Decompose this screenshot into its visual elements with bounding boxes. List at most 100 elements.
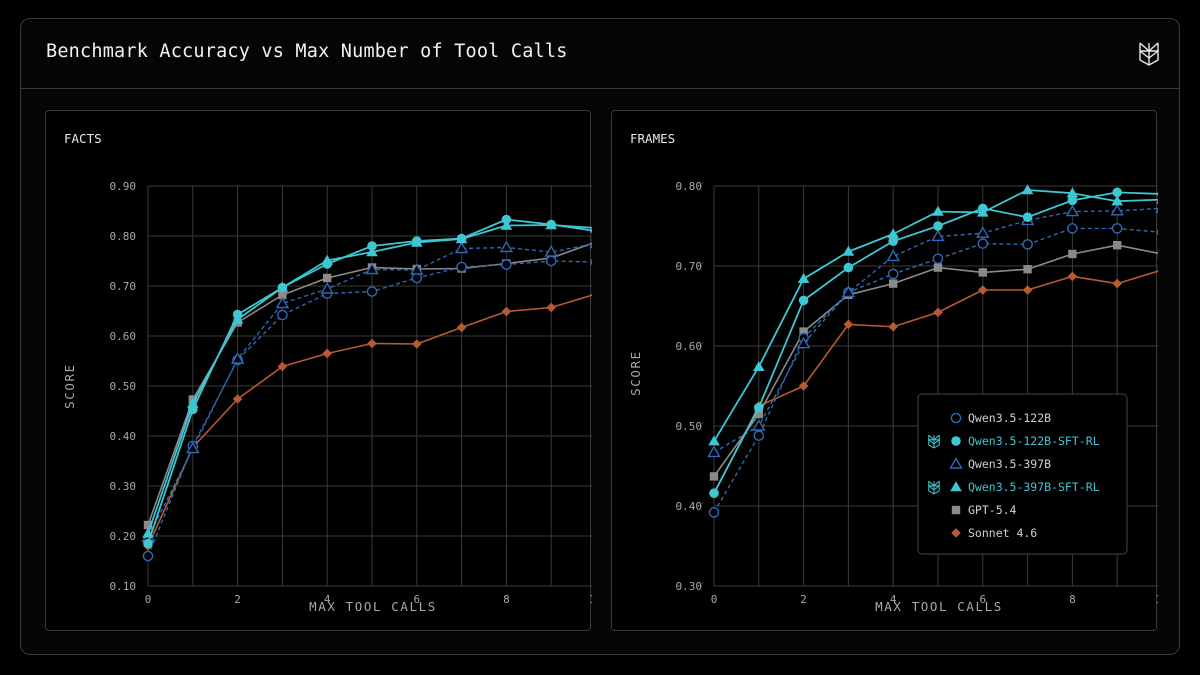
brand-logo-icon xyxy=(928,480,940,495)
frames-data-point-qwen3-5-397b xyxy=(841,285,856,298)
frames-data-point-sonnet-4-6 xyxy=(798,381,809,391)
legend-label: Qwen3.5-397B xyxy=(968,457,1051,471)
facts-data-point-qwen3-5-397b-sft-rl xyxy=(231,313,244,324)
facts-y-tick-label: 0.20 xyxy=(110,530,137,543)
facts-data-point-sonnet-4-6 xyxy=(456,322,467,333)
facts-data-point-qwen3-5-122b xyxy=(545,255,557,267)
facts-data-point-qwen3-5-122b xyxy=(456,261,467,273)
frames-data-point-qwen3-5-397b xyxy=(796,336,811,349)
frames-data-point-sonnet-4-6 xyxy=(1157,265,1167,275)
facts-data-point-qwen3-5-122b xyxy=(277,309,288,321)
frames-y-tick-label: 0.50 xyxy=(676,420,703,433)
facts-data-point-qwen3-5-397b-sft-rl xyxy=(187,397,199,408)
frames-data-point-qwen3-5-122b xyxy=(977,238,989,249)
frames-y-tick-label: 0.70 xyxy=(676,260,703,273)
facts-x-tick-label: 2 xyxy=(234,593,241,606)
facts-data-point-qwen3-5-122b xyxy=(590,256,602,268)
frames-data-point-qwen3-5-397b-sft-rl xyxy=(753,361,765,371)
frames-data-point-qwen3-5-397b-sft-rl xyxy=(708,435,720,446)
facts-y-axis-label: SCORE xyxy=(62,363,77,409)
facts-data-point-gpt-5-4 xyxy=(143,520,153,530)
facts-data-point-qwen3-5-122b-sft-rl xyxy=(501,214,512,225)
frames-data-point-qwen3-5-122b-sft-rl xyxy=(709,488,719,499)
chart-legend: Qwen3.5-122B Qwen3.5-122B-SFT-RL Qwen3.5-3… xyxy=(917,393,1128,555)
facts-y-tick-label: 0.40 xyxy=(110,430,137,443)
legend-label: GPT-5.4 xyxy=(968,503,1017,517)
facts-y-tick-label: 0.60 xyxy=(110,330,137,343)
frames-data-point-qwen3-5-397b xyxy=(707,445,721,458)
facts-data-point-sonnet-4-6 xyxy=(367,338,377,349)
facts-x-tick-label: 8 xyxy=(503,593,510,606)
frames-data-point-qwen3-5-397b-sft-rl xyxy=(932,205,944,216)
frames-data-point-qwen3-5-122b-sft-rl xyxy=(1022,212,1033,222)
frames-data-point-qwen3-5-122b-sft-rl xyxy=(754,402,764,413)
facts-chart: 0.10 0.20 0.30 0.40 0.50 0.60 0.70 0.80 0.90 0 2 4 6… xyxy=(62,180,603,614)
frames-data-point-qwen3-5-122b xyxy=(1156,227,1168,238)
legend-item-qwen3-5-122b: Qwen3.5-122B xyxy=(950,411,1051,425)
facts-y-tick-label: 0.30 xyxy=(110,480,137,493)
facts-data-point-qwen3-5-122b xyxy=(366,286,378,297)
frames-y-axis-label: SCORE xyxy=(628,350,643,396)
facts-data-point-sonnet-4-6 xyxy=(501,306,512,317)
frames-data-point-qwen3-5-122b xyxy=(932,253,944,265)
frames-chart-title: FRAMES xyxy=(630,131,676,146)
legend-label: Qwen3.5-122B xyxy=(968,411,1051,425)
facts-x-tick-label: 4 xyxy=(324,593,331,606)
facts-data-point-qwen3-5-397b xyxy=(186,441,200,454)
facts-data-point-sonnet-4-6 xyxy=(232,394,243,404)
legend-item-qwen3-5-122b-sft-rl: Qwen3.5-122B-SFT-RL xyxy=(928,434,1100,449)
facts-data-point-sonnet-4-6 xyxy=(591,289,601,299)
facts-data-point-qwen3-5-397b-sft-rl xyxy=(276,281,289,292)
legend-marker-qwen3-5-122b-sft-rl xyxy=(951,436,961,446)
facts-series-qwen3-5-122b xyxy=(142,255,602,562)
frames-data-point-gpt-5-4 xyxy=(933,263,943,272)
frames-data-point-sonnet-4-6 xyxy=(843,319,854,330)
facts-data-point-qwen3-5-122b xyxy=(411,272,423,284)
frames-x-tick-label: 8 xyxy=(1069,593,1076,606)
frames-data-point-gpt-5-4 xyxy=(754,409,763,419)
facts-data-point-qwen3-5-397b xyxy=(454,241,469,254)
facts-panel: FACTS 0.10 0.20 0.30 0.40 0.50 0.60 0.70 0.80 0.… xyxy=(45,110,603,631)
frames-data-point-qwen3-5-397b xyxy=(931,229,945,242)
facts-data-point-sonnet-4-6 xyxy=(546,302,556,313)
facts-series-line-qwen3-5-122b xyxy=(147,260,597,557)
frames-data-point-qwen3-5-397b-sft-rl xyxy=(887,228,899,239)
legend-label: Sonnet 4.6 xyxy=(968,526,1037,540)
frames-data-point-qwen3-5-122b xyxy=(1022,239,1033,250)
facts-data-point-qwen3-5-122b-sft-rl xyxy=(367,241,377,251)
facts-data-point-qwen3-5-397b xyxy=(275,296,290,309)
frames-data-point-qwen3-5-397b-sft-rl xyxy=(797,273,810,283)
frames-panel: FRAMES 0.30 0.40 0.50 0.60 0.70 0.80 0 2 4 6 8 10 M… xyxy=(611,110,1169,631)
frames-data-point-gpt-5-4 xyxy=(1068,249,1077,259)
frames-data-point-qwen3-5-397b xyxy=(976,226,990,238)
facts-y-tick-label: 0.10 xyxy=(110,580,137,593)
legend-item-gpt-5-4: GPT-5.4 xyxy=(951,503,1017,517)
frames-data-point-qwen3-5-122b-sft-rl xyxy=(1067,195,1078,206)
frames-y-tick-label: 0.30 xyxy=(676,580,703,593)
facts-x-tick-label: 10 xyxy=(589,593,592,606)
frames-data-point-gpt-5-4 xyxy=(1023,265,1032,274)
frames-data-point-qwen3-5-397b-sft-rl xyxy=(1066,187,1079,198)
frames-x-tick-label: 2 xyxy=(800,593,807,606)
facts-series-qwen3-5-397b-sft-rl xyxy=(142,219,602,538)
frames-data-point-gpt-5-4 xyxy=(799,327,808,336)
facts-data-point-qwen3-5-397b xyxy=(544,245,558,257)
frames-data-point-qwen3-5-397b-sft-rl xyxy=(1111,195,1123,206)
facts-data-point-qwen3-5-397b xyxy=(365,262,379,275)
frames-data-point-sonnet-4-6 xyxy=(1067,271,1078,282)
facts-series-qwen3-5-122b-sft-rl xyxy=(143,214,601,549)
facts-data-point-qwen3-5-122b xyxy=(142,550,154,562)
legend-marker-gpt-5-4 xyxy=(951,505,961,515)
facts-data-point-qwen3-5-397b-sft-rl xyxy=(500,219,513,230)
frames-data-point-qwen3-5-122b-sft-rl xyxy=(933,221,943,231)
facts-series-line-gpt-5-4 xyxy=(147,241,597,526)
facts-x-tick-label: 6 xyxy=(413,593,420,606)
facts-y-tick-label: 0.50 xyxy=(110,380,137,393)
frames-data-point-qwen3-5-122b-sft-rl xyxy=(1112,187,1122,198)
frames-chart: 0.30 0.40 0.50 0.60 0.70 0.80 0 2 4 6 8 10 MAX TOOL… xyxy=(628,180,1169,614)
frames-data-point-qwen3-5-122b-sft-rl xyxy=(843,262,854,273)
facts-data-point-qwen3-5-397b-sft-rl xyxy=(455,233,468,244)
facts-x-axis-label: MAX TOOL CALLS xyxy=(309,599,437,614)
facts-data-point-gpt-5-4 xyxy=(278,290,287,300)
facts-data-point-qwen3-5-397b-sft-rl xyxy=(321,254,333,265)
